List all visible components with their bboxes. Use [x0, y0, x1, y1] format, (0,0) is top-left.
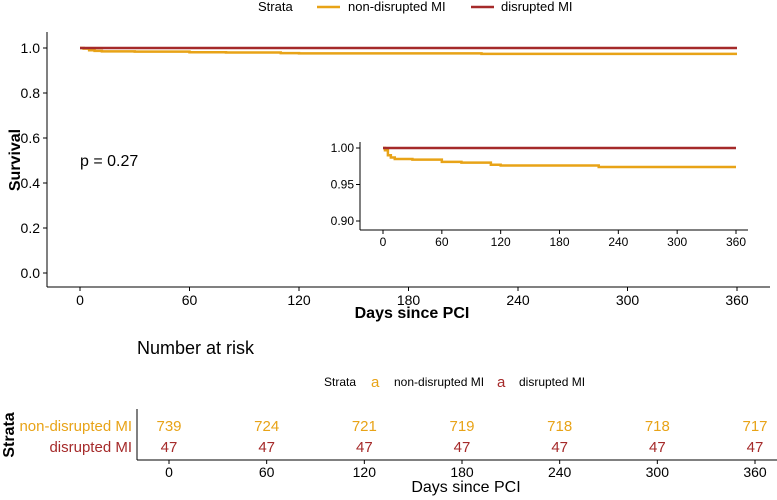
risk-row-label-disrupted: disrupted MI: [49, 439, 132, 456]
inset-x-tick-label: 120: [491, 235, 511, 249]
risk-cell-non-disrupted: 724: [254, 418, 279, 435]
risk-x-tick-label: 240: [548, 464, 572, 480]
risk-cell-disrupted: 47: [258, 439, 275, 456]
main-y-tick-label: 0.6: [21, 130, 41, 146]
main-x-tick-label: 0: [76, 292, 84, 308]
inset-y-tick-label: 0.90: [331, 214, 355, 228]
risk-x-tick-label: 300: [646, 464, 670, 480]
main-series-line-non-disrupted: [80, 46, 737, 56]
main-x-axis-label: Days since PCI: [355, 305, 470, 322]
risk-cell-disrupted: 47: [161, 439, 178, 456]
main-y-axis-label: Survival: [7, 129, 24, 191]
risk-x-axis-label: Days since PCI: [411, 479, 520, 496]
risk-cell-disrupted: 47: [649, 439, 666, 456]
risk-cell-disrupted: 47: [551, 439, 568, 456]
main-y-tick-label: 0.8: [21, 85, 41, 101]
legend-title: Strata: [258, 0, 293, 14]
inset-x-tick-label: 60: [435, 235, 449, 249]
risk-y-axis-label: Strata: [1, 412, 18, 457]
main-x-tick-label: 60: [182, 292, 198, 308]
risk-legend-key-non-disrupted: a: [371, 374, 380, 391]
risk-x-tick-label: 360: [743, 464, 767, 480]
risk-cell-disrupted: 47: [454, 439, 471, 456]
risk-legend-label-disrupted: disrupted MI: [519, 375, 585, 389]
risk-cell-non-disrupted: 719: [449, 418, 474, 435]
risk-x-tick-label: 0: [165, 464, 173, 480]
legend-label-disrupted: disrupted MI: [501, 0, 573, 14]
inset-y-tick-label: 1.00: [331, 141, 355, 155]
inset-background: [310, 135, 760, 243]
main-x-tick-label: 360: [725, 292, 749, 308]
inset-x-tick-label: 180: [549, 235, 569, 249]
risk-table: Number at risk Strata a non-disrupted MI…: [1, 338, 777, 496]
inset-plot: 0.90 0.95 1.00 0 60 120 180 240 300 360: [310, 135, 760, 249]
risk-x-tick-label: 60: [259, 464, 275, 480]
risk-cell-disrupted: 47: [356, 439, 373, 456]
main-x-tick-label: 240: [506, 292, 530, 308]
risk-x-tick-label: 180: [450, 464, 474, 480]
legend-label-non-disrupted: non-disrupted MI: [348, 0, 446, 14]
top-legend: Strata non-disrupted MI disrupted MI: [258, 0, 573, 14]
inset-x-tick-label: 360: [726, 235, 746, 249]
risk-cell-non-disrupted: 739: [156, 418, 181, 435]
risk-cell-non-disrupted: 718: [645, 418, 670, 435]
main-plot: 0.0 0.2 0.4 0.6 0.8 1.0 0 60 120 180 240 300 360 Su…: [7, 32, 770, 322]
main-x-tick-label: 120: [287, 292, 311, 308]
risk-legend-label-non-disrupted: non-disrupted MI: [394, 375, 484, 389]
risk-cell-disrupted: 47: [747, 439, 764, 456]
risk-legend-title: Strata: [324, 375, 356, 389]
risk-cell-non-disrupted: 717: [742, 418, 767, 435]
main-y-tick-label: 0.2: [21, 220, 41, 236]
inset-x-tick-label: 0: [380, 235, 387, 249]
inset-y-tick-label: 0.95: [331, 178, 355, 192]
risk-table-title: Number at risk: [137, 338, 255, 358]
inset-x-tick-label: 300: [667, 235, 687, 249]
inset-x-tick-label: 240: [608, 235, 628, 249]
main-y-tick-label: 0.4: [21, 175, 41, 191]
inset-series-line-non-disrupted: [383, 146, 736, 169]
risk-legend-key-disrupted: a: [497, 374, 506, 391]
risk-cell-non-disrupted: 718: [547, 418, 572, 435]
main-x-tick-label: 180: [397, 292, 421, 308]
p-value-annotation: p = 0.27: [80, 153, 138, 170]
main-y-tick-label: 0.0: [21, 265, 41, 281]
risk-row-label-non-disrupted: non-disrupted MI: [19, 418, 132, 435]
main-y-tick-label: 1.0: [21, 40, 41, 56]
main-x-tick-label: 300: [616, 292, 640, 308]
risk-cell-non-disrupted: 721: [352, 418, 377, 435]
risk-x-tick-label: 120: [353, 464, 377, 480]
